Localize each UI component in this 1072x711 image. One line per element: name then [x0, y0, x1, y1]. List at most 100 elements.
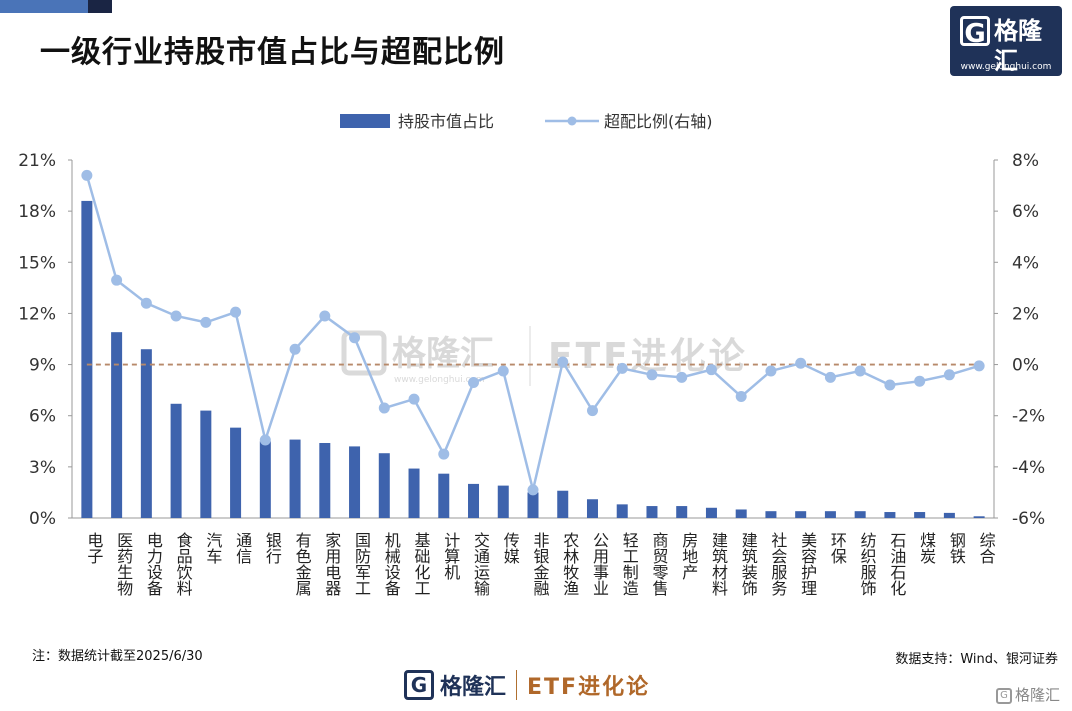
y-right-tick-label: 4%	[1012, 253, 1039, 273]
bar-27	[884, 512, 896, 518]
bar-15	[527, 492, 539, 518]
x-tick-label: 银行	[263, 532, 282, 565]
line-point-7	[289, 343, 301, 355]
x-tick-label: 美容护理	[798, 532, 817, 596]
line-point-17	[586, 405, 598, 417]
bar-29	[943, 512, 955, 518]
bar-14	[497, 485, 509, 518]
legend-line-marker	[567, 116, 577, 126]
y-left-tick-label: 6%	[29, 407, 56, 427]
bar-8	[319, 442, 331, 518]
brand-logo-icon: G	[960, 16, 990, 49]
line-point-3	[170, 310, 182, 322]
line-point-18	[616, 362, 628, 374]
y-left-tick-label: 15%	[18, 253, 56, 273]
bar-12	[438, 473, 450, 518]
line-point-11	[408, 393, 420, 405]
x-tick-label: 非银金融	[531, 532, 550, 597]
x-tick-label: 商贸零售	[649, 532, 668, 596]
x-tick-label: 纺织服饰	[858, 532, 877, 596]
line-point-12	[438, 448, 450, 460]
bar-5	[230, 427, 242, 518]
legend-bar-swatch	[340, 114, 390, 128]
bar-22	[735, 509, 747, 518]
y-left-tick-label: 3%	[29, 458, 56, 478]
x-tick-label: 石油石化	[887, 532, 906, 596]
bar-0	[81, 200, 93, 518]
brand-name: 格隆汇	[994, 17, 1042, 75]
x-tick-label: 环保	[828, 532, 847, 564]
x-tick-label: 煤炭	[917, 532, 936, 564]
bar-26	[854, 511, 866, 518]
footer-separator	[516, 670, 518, 700]
line-point-1	[111, 274, 123, 286]
y-right-tick-label: -4%	[1012, 458, 1045, 478]
x-tick-label: 交通运输	[471, 532, 490, 596]
bar-13	[468, 483, 480, 518]
data-source: 数据支持：Wind、银河证券	[895, 652, 1058, 667]
line-point-9	[349, 332, 361, 344]
line-point-23	[765, 365, 777, 377]
footer-logo: G 格隆汇 ETF进化论	[404, 665, 650, 705]
bar-28	[914, 512, 926, 518]
x-tick-label: 建筑装饰	[739, 532, 758, 596]
x-tick-label: 汽车	[203, 532, 222, 564]
y-right-tick-label: -2%	[1012, 407, 1045, 427]
y-right-tick-label: -6%	[1012, 509, 1045, 529]
line-point-5	[230, 306, 242, 318]
x-tick-label: 综合	[977, 532, 996, 564]
y-left-tick-label: 21%	[18, 151, 56, 171]
bar-23	[765, 511, 777, 518]
corner-watermark-text: 格隆汇	[1014, 686, 1060, 704]
x-tick-label: 国防军工	[352, 532, 371, 596]
line-point-13	[468, 376, 480, 388]
chart-watermark-icon	[341, 330, 387, 376]
line-point-16	[557, 356, 569, 368]
x-tick-label: 传媒	[501, 532, 520, 564]
corner-accent-bar	[0, 0, 110, 13]
bar-4	[200, 410, 212, 518]
line-point-19	[646, 369, 658, 381]
x-tick-label: 家用电器	[322, 532, 341, 596]
line-point-29	[943, 369, 955, 381]
line-point-2	[140, 297, 152, 309]
x-tick-label: 钢铁	[947, 532, 966, 564]
corner-watermark-icon: G	[995, 687, 1012, 704]
y-left-tick-label: 9%	[29, 356, 56, 376]
bar-6	[259, 441, 271, 518]
y-right-tick-label: 0%	[1012, 356, 1039, 376]
chart-watermark-url: www.gelonghui.com	[394, 375, 485, 385]
brand-logo: G 格隆汇 www.gelonghui.com	[950, 6, 1062, 76]
line-point-4	[200, 316, 212, 328]
bar-10	[378, 453, 390, 518]
y-right-tick-label: 8%	[1012, 151, 1039, 171]
y-left-tick-label: 12%	[18, 304, 56, 324]
corner-watermark: G 格隆汇	[995, 684, 1060, 705]
bar-20	[676, 506, 688, 518]
line-point-10	[378, 402, 390, 414]
x-tick-label: 有色金属	[293, 532, 312, 596]
y-left-tick-label: 0%	[29, 509, 56, 529]
brand-url: www.gelonghui.com	[960, 62, 1052, 72]
x-tick-label: 公用事业	[590, 532, 609, 596]
line-point-6	[259, 434, 271, 446]
page-title: 一级行业持股市值占比与超配比例	[40, 35, 505, 70]
bar-3	[170, 403, 182, 518]
overweight-line	[85, 175, 980, 491]
bar-24	[795, 511, 807, 518]
bar-2	[140, 349, 152, 518]
bar-1	[111, 332, 123, 518]
bar-21	[705, 507, 717, 518]
x-tick-label: 食品饮料	[174, 532, 193, 596]
x-tick-label: 通信	[233, 532, 252, 564]
line-point-25	[824, 371, 836, 383]
line-point-8	[319, 310, 331, 322]
y-left-tick-label: 18%	[18, 202, 56, 222]
x-tick-label: 社会服务	[768, 532, 787, 597]
x-tick-label: 计算机	[441, 532, 460, 581]
line-point-28	[914, 375, 926, 387]
legend-label-bar: 持股市值占比	[398, 112, 494, 131]
footnote: 注：数据统计截至2025/6/30	[32, 649, 203, 664]
line-point-0	[81, 169, 93, 181]
